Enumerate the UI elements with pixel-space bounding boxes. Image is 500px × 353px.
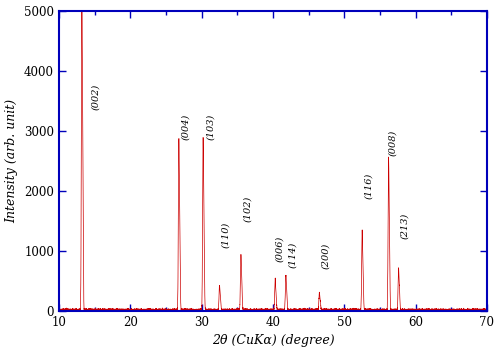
- X-axis label: 2θ (CuKα) (degree): 2θ (CuKα) (degree): [212, 334, 334, 347]
- Text: (006): (006): [276, 235, 284, 262]
- Text: (116): (116): [364, 172, 373, 199]
- Text: (213): (213): [400, 213, 409, 239]
- Text: (103): (103): [206, 114, 214, 140]
- Text: (200): (200): [321, 243, 330, 269]
- Text: (002): (002): [92, 83, 100, 110]
- Text: (110): (110): [222, 222, 230, 248]
- Y-axis label: Intensity (arb. unit): Intensity (arb. unit): [6, 99, 18, 223]
- Text: (008): (008): [388, 130, 398, 156]
- Text: (004): (004): [182, 114, 190, 140]
- Text: (102): (102): [243, 196, 252, 222]
- Text: (114): (114): [288, 241, 296, 268]
